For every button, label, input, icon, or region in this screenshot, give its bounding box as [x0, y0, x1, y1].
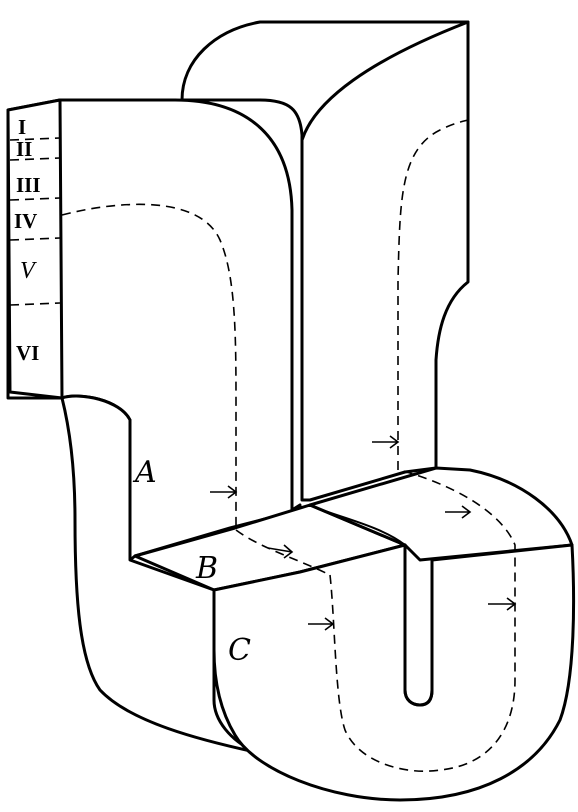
arrow-c: [308, 617, 335, 631]
layer-label-3: III: [16, 173, 41, 197]
label-a: A: [132, 455, 157, 490]
layer-label-4: IV: [14, 209, 37, 233]
arrow-right-lower: [488, 597, 517, 611]
lower-u-block: [212, 543, 576, 802]
layer-separator-2: [9, 157, 61, 161]
label-b: B: [195, 551, 218, 586]
back-right-block: [180, 20, 470, 502]
arrow-right-step: [445, 505, 472, 519]
arrow-a: [210, 485, 238, 499]
flow-path-left: [61, 203, 237, 530]
layer-separator-4: [9, 237, 61, 241]
flow-path-step: [235, 529, 331, 576]
layer-label-2: II: [16, 137, 32, 161]
flow-path-right: [397, 119, 469, 470]
layer-separator-5: [9, 302, 61, 306]
flow-path-lower: [329, 469, 516, 772]
layer-label-6: VI: [16, 341, 39, 365]
layer-separator-3: [9, 197, 61, 201]
lower-left-u: [60, 394, 257, 754]
arrow-b: [267, 544, 294, 559]
layer-label-1: I: [18, 115, 26, 139]
slot-top: [309, 504, 406, 546]
back-right-top-edge: [300, 20, 470, 142]
layer-label-5: V: [20, 258, 37, 284]
slot-outline: [403, 543, 434, 707]
label-c: C: [228, 633, 251, 668]
layer-separator-1: [9, 137, 61, 141]
arrow-right-upper: [372, 435, 400, 449]
